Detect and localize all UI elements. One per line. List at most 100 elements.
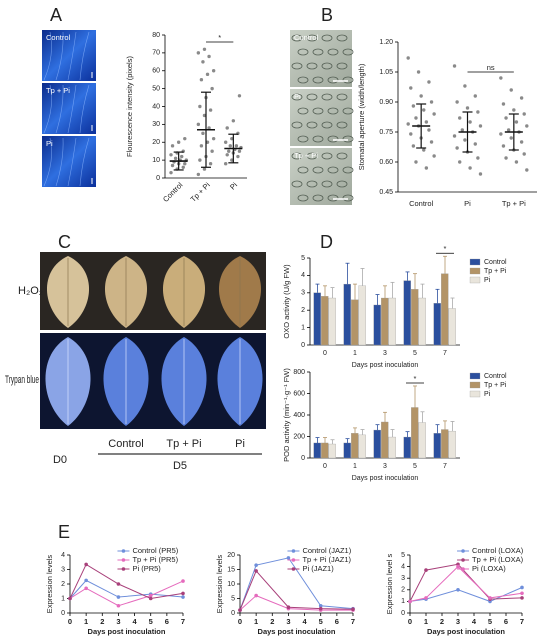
cell xyxy=(312,107,324,115)
data-point xyxy=(208,162,213,166)
data-point xyxy=(406,122,410,126)
vein xyxy=(43,137,52,187)
data-point xyxy=(210,149,214,153)
series-marker xyxy=(318,603,323,608)
data-point xyxy=(422,148,426,152)
panel-letter: E xyxy=(58,522,70,542)
column-label: Tp + Pi xyxy=(166,438,201,450)
data-point xyxy=(409,86,413,90)
series-marker xyxy=(148,593,153,598)
series-marker xyxy=(84,586,88,591)
bar xyxy=(433,433,441,459)
data-point xyxy=(207,54,211,59)
x-tick-label: 7 xyxy=(181,617,185,626)
data-point xyxy=(411,144,416,148)
data-point xyxy=(519,140,524,144)
cell xyxy=(291,62,303,70)
legend-marker xyxy=(121,558,126,562)
cell xyxy=(321,34,333,42)
cell xyxy=(342,166,354,174)
y-axis-label: Stomatal aperture (width/length) xyxy=(357,63,366,170)
data-point xyxy=(463,84,467,88)
panel-letter: B xyxy=(321,5,333,25)
y-tick-label: 0 xyxy=(301,342,305,349)
x-tick-label: 4 xyxy=(302,617,307,626)
x-tick-label: 4 xyxy=(472,617,477,626)
data-point xyxy=(231,119,236,123)
y-tick-label: 4 xyxy=(301,272,305,279)
data-point xyxy=(424,120,429,124)
y-tick-label: 10 xyxy=(227,581,235,588)
x-tick-label: Pi xyxy=(228,180,239,191)
x-tick-label: 1 xyxy=(353,463,357,470)
data-point xyxy=(460,128,465,132)
x-tick-label: Pi xyxy=(464,199,471,208)
vein xyxy=(67,84,77,134)
legend-marker xyxy=(461,567,465,571)
legend-label: Pi (LOXA) xyxy=(472,564,506,573)
x-tick-label: 3 xyxy=(383,350,387,357)
cell xyxy=(327,135,339,143)
data-point xyxy=(504,116,508,120)
y-axis-label: Expression levels xyxy=(45,555,54,614)
bar xyxy=(388,297,396,346)
bar xyxy=(343,442,351,459)
legend-marker xyxy=(461,558,465,562)
x-tick-label: 7 xyxy=(443,463,447,470)
cell xyxy=(297,135,309,143)
x-tick-label: 2 xyxy=(440,617,444,626)
x-tick-label: Control xyxy=(161,180,185,204)
panel-letter: A xyxy=(50,5,62,25)
cell xyxy=(342,194,354,202)
micrograph-label: Tp + Pi xyxy=(294,151,318,160)
x-tick-label: 0 xyxy=(238,617,242,626)
cell xyxy=(321,62,333,70)
data-point xyxy=(230,136,234,141)
cell xyxy=(312,194,324,202)
series-line xyxy=(69,580,184,607)
data-point xyxy=(455,146,459,150)
cell xyxy=(321,93,333,101)
x-tick-label: 7 xyxy=(443,350,447,357)
legend-marker xyxy=(461,549,465,553)
day-label: D5 xyxy=(173,460,187,472)
cell xyxy=(291,93,303,101)
y-tick-label: 5 xyxy=(401,552,405,559)
data-point xyxy=(208,108,213,112)
y-tick-label: 0 xyxy=(301,455,305,462)
cell xyxy=(291,34,303,42)
legend-label: Pi (JAZ1) xyxy=(302,564,334,573)
row-label: Trypan blue xyxy=(5,374,39,386)
data-point xyxy=(227,149,231,153)
x-tick-label: 5 xyxy=(149,617,153,626)
bar xyxy=(343,283,351,346)
bar xyxy=(358,285,366,346)
x-tick-label: 1 xyxy=(424,617,428,626)
vein xyxy=(67,31,77,81)
column-label: Control xyxy=(108,438,143,450)
cell xyxy=(297,194,309,202)
x-tick-label: 3 xyxy=(116,617,120,626)
vein xyxy=(79,84,90,134)
series-marker xyxy=(424,596,428,600)
data-point xyxy=(211,136,216,141)
series-marker xyxy=(456,588,460,592)
legend-marker xyxy=(121,567,126,571)
y-tick-label: 3 xyxy=(61,566,65,573)
y-tick-label: 50 xyxy=(152,85,160,92)
data-point xyxy=(202,167,207,171)
y-tick-label: 1 xyxy=(61,595,65,602)
data-point xyxy=(223,140,228,144)
series-marker xyxy=(68,596,72,601)
data-point xyxy=(514,120,519,124)
data-point xyxy=(198,158,202,162)
data-point xyxy=(196,122,201,127)
y-tick-label: 0 xyxy=(401,610,405,617)
y-tick-label: 2 xyxy=(301,307,305,314)
data-point xyxy=(465,106,470,110)
cell xyxy=(306,34,318,42)
y-tick-label: 400 xyxy=(293,412,305,419)
data-point xyxy=(169,153,173,157)
bar xyxy=(381,421,389,459)
data-point xyxy=(223,162,228,166)
